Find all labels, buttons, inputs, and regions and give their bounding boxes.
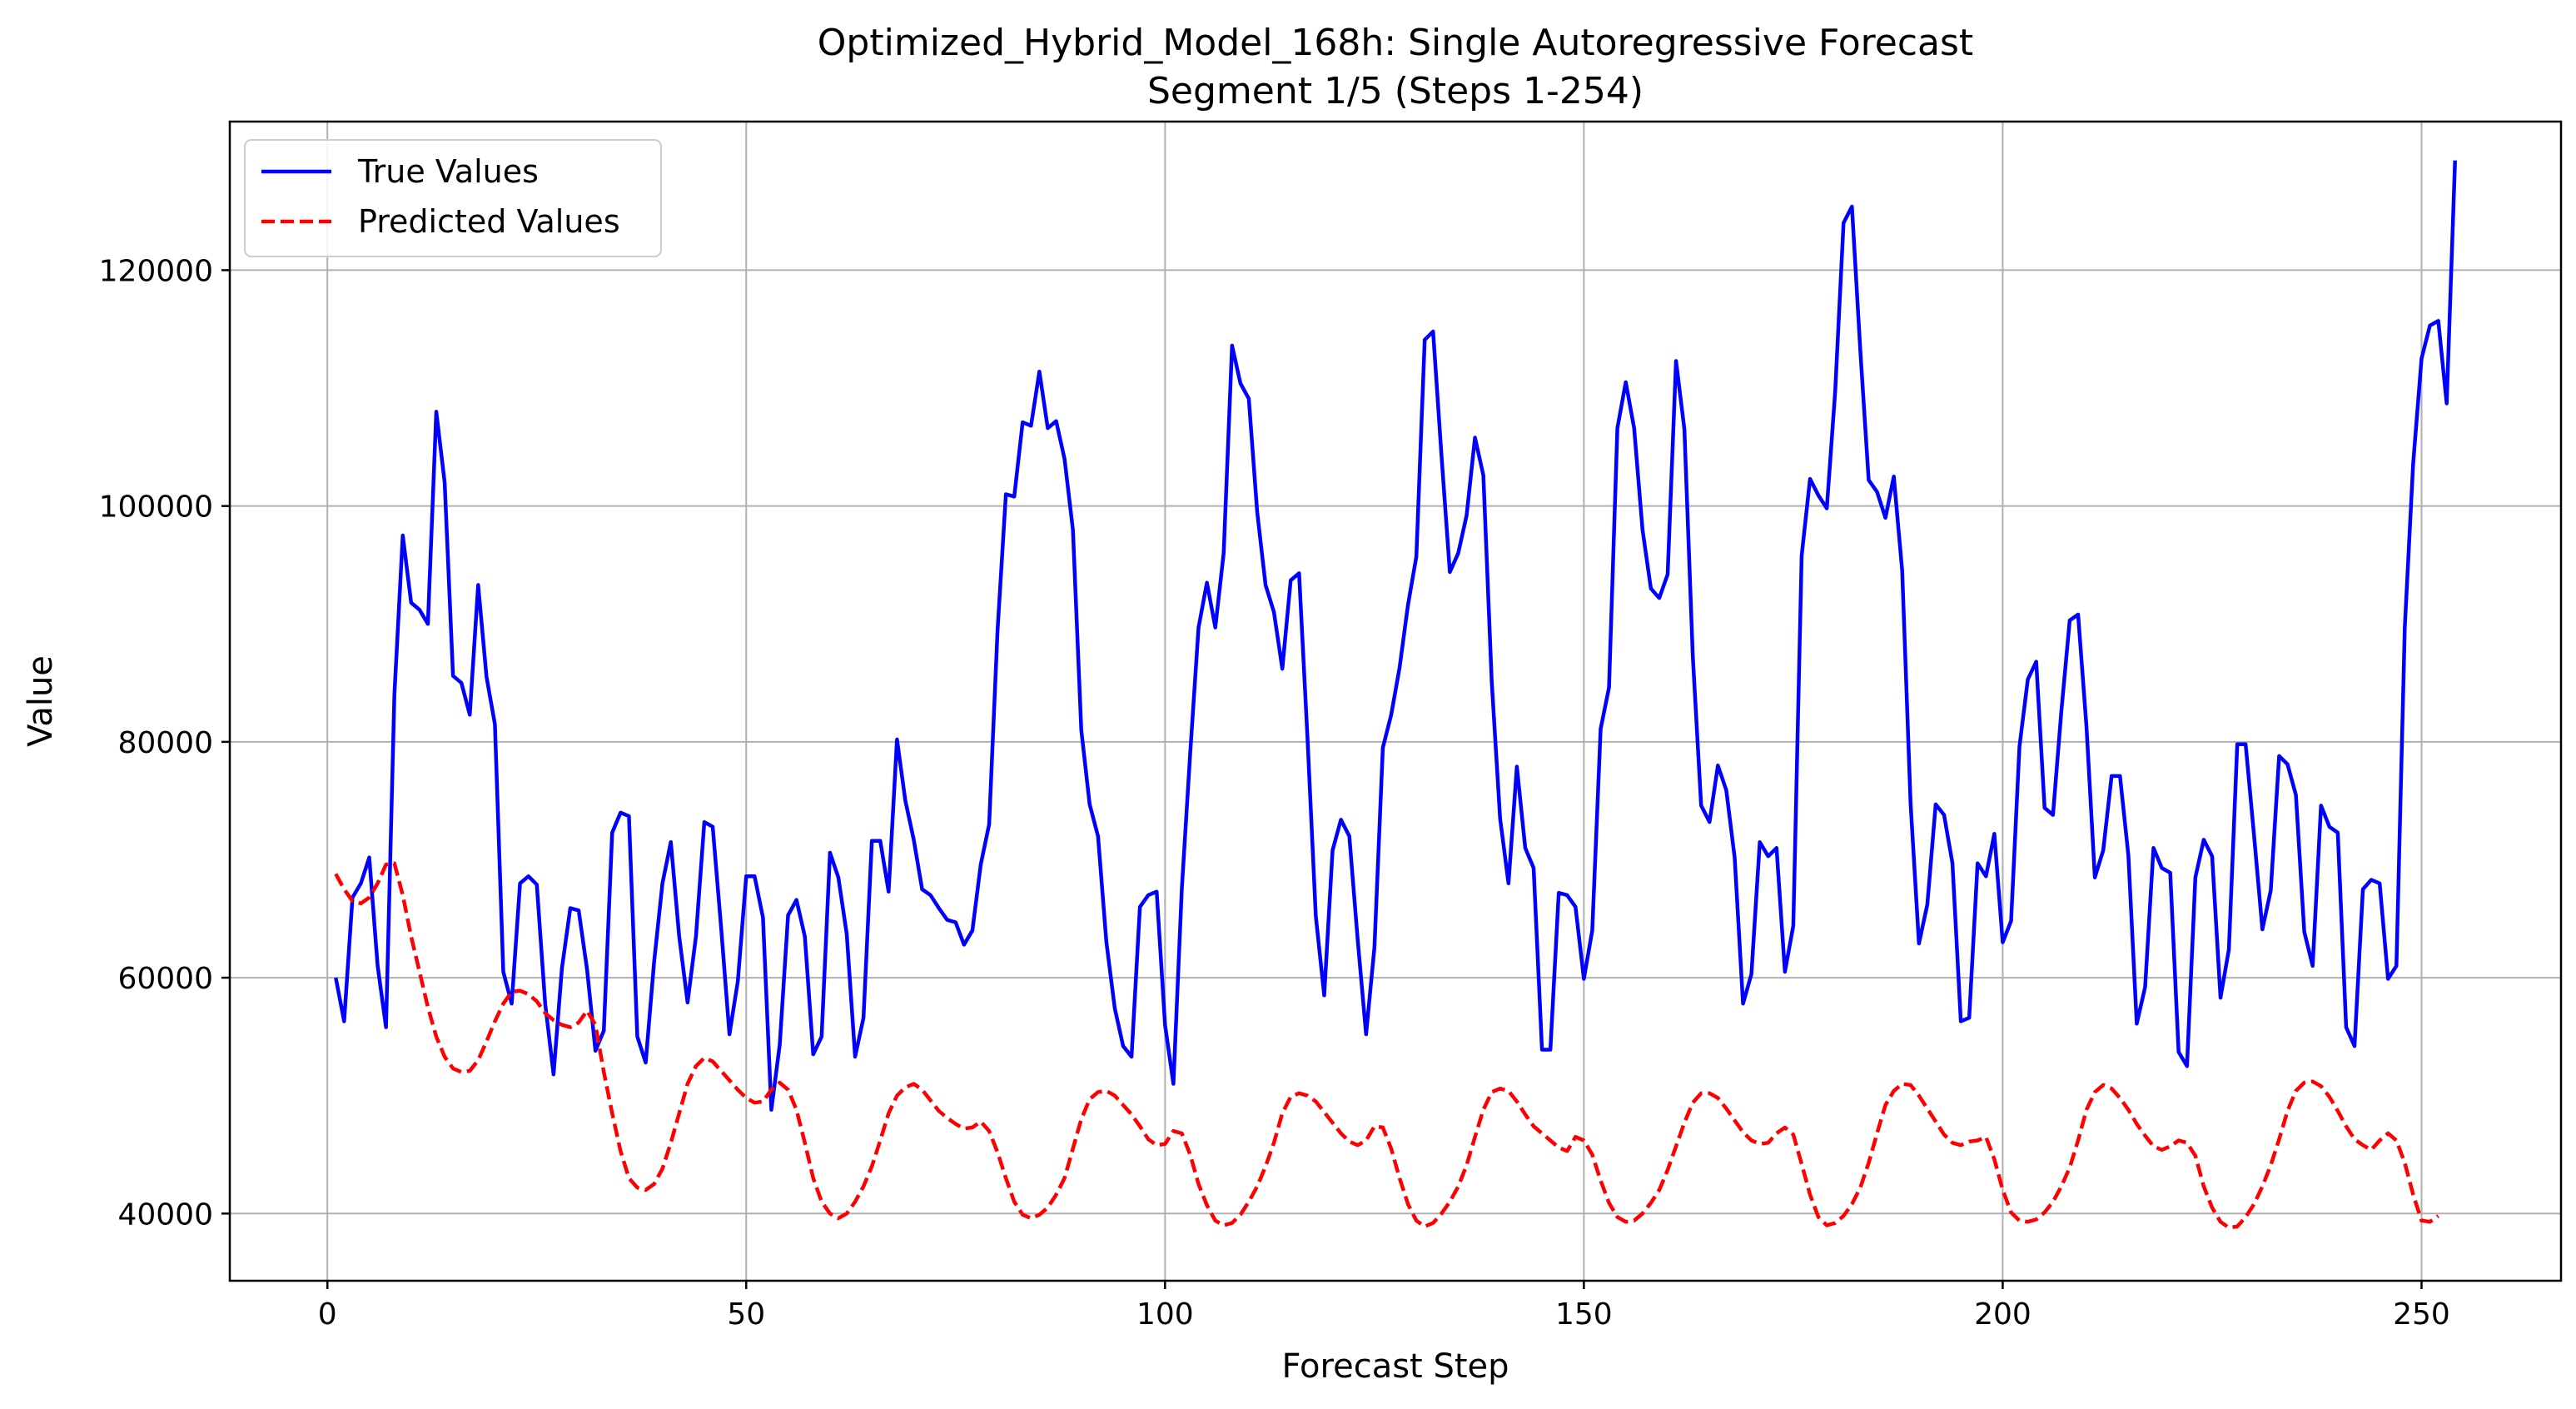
series-line-predicted-values (334, 861, 2439, 1230)
legend-label-predicted-values: Predicted Values (358, 203, 620, 240)
y-tick-label: 60000 (117, 962, 213, 996)
x-tick-label: 250 (2393, 1297, 2450, 1332)
series-line-true-values (334, 160, 2457, 1112)
x-tick-label: 0 (318, 1297, 337, 1332)
x-tick-label: 100 (1136, 1297, 1194, 1332)
x-tick-label: 50 (727, 1297, 765, 1332)
y-tick-label: 40000 (117, 1197, 213, 1232)
x-tick-label: 200 (1974, 1297, 2031, 1332)
legend-label-true-values: True Values (357, 153, 539, 190)
chart-title: Optimized_Hybrid_Model_168h: Single Auto… (818, 22, 1973, 64)
legend-box (244, 139, 662, 257)
grid-lines (230, 122, 2561, 1281)
plot-area-frame (228, 120, 2563, 1282)
x-tick-label: 150 (1555, 1297, 1613, 1332)
axis-ticks: 0 50 100 150 200 250 40000 60000 80000 100000 1200… (99, 254, 2450, 1332)
x-axis-label: Forecast Step (1281, 1347, 1509, 1386)
chart-subtitle: Segment 1/5 (Steps 1-254) (1147, 70, 1644, 112)
y-tick-label: 120000 (99, 254, 213, 288)
series-layer (334, 160, 2457, 1230)
legend: True Values Predicted Values (244, 139, 662, 257)
y-tick-label: 80000 (117, 726, 213, 760)
y-tick-label: 100000 (99, 490, 213, 525)
y-axis-label: Value (22, 655, 60, 747)
